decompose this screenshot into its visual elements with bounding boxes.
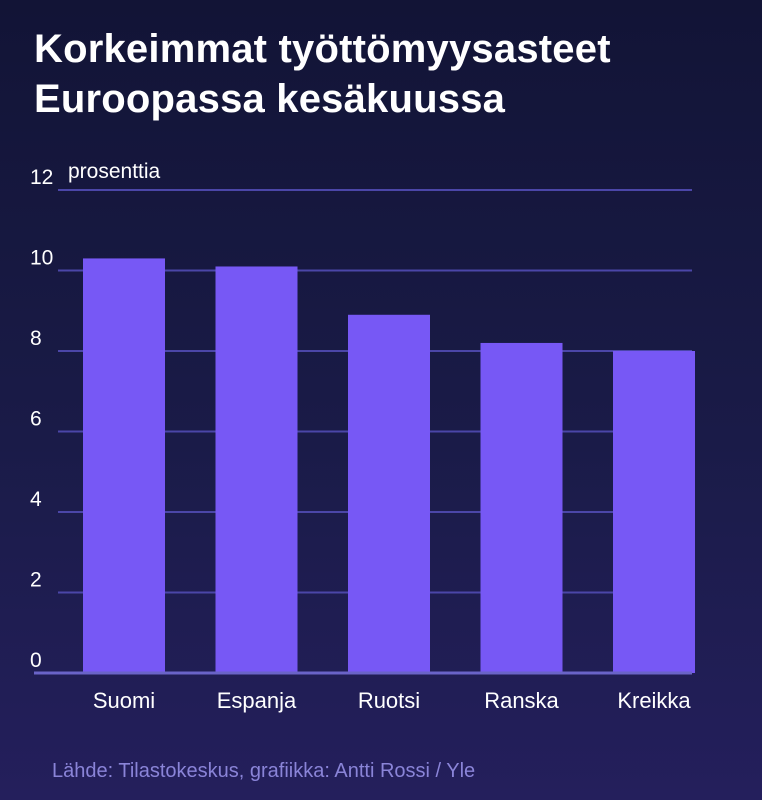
x-tick-label: Suomi: [93, 688, 155, 713]
y-tick-label: 10: [30, 247, 53, 270]
y-tick-label: 8: [30, 327, 42, 350]
y-tick-label: 12: [30, 166, 53, 189]
y-tick-label: 2: [30, 569, 42, 592]
bar-chart: 0 2 4 6 8 10 12 prosenttia Suomi Espanja Ruotsi Ran…: [30, 160, 695, 713]
x-tick-label: Kreikka: [617, 688, 691, 713]
bar-suomi: [83, 258, 165, 673]
chart-title-line-2: Euroopassa kesäkuussa: [34, 77, 506, 121]
x-tick-label: Ranska: [484, 688, 559, 713]
source-credit: Lähde: Tilastokeskus, grafiikka: Antti R…: [52, 760, 476, 782]
bar-ruotsi: [348, 314, 430, 673]
bar-kreikka: [613, 351, 695, 673]
bar-espanja: [215, 266, 298, 673]
y-tick-label: 4: [30, 488, 42, 511]
y-tick-label: 0: [30, 649, 42, 672]
x-tick-label: Espanja: [217, 688, 297, 713]
x-tick-label: Ruotsi: [358, 688, 420, 713]
y-tick-label: 6: [30, 408, 42, 431]
bar-ranska: [480, 342, 563, 673]
chart-title: Korkeimmat työttömyysasteet Euroopassa k…: [34, 24, 734, 124]
chart-title-line-1: Korkeimmat työttömyysasteet: [34, 27, 611, 71]
y-axis-label: prosenttia: [68, 160, 161, 183]
